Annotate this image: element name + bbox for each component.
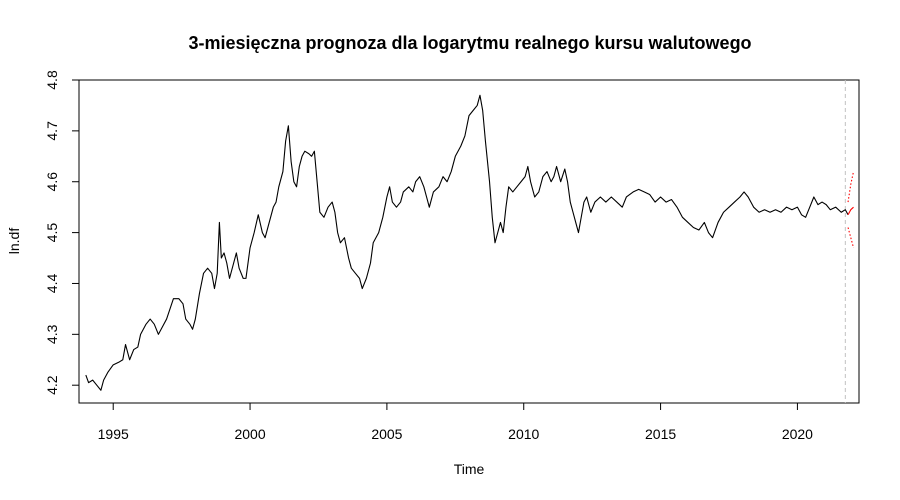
series-line-2	[847, 171, 855, 203]
series-line-1	[847, 206, 854, 216]
y-tick-label: 4.4	[44, 274, 60, 294]
y-tick-label: 4.3	[44, 324, 60, 344]
x-tick-label: 2010	[508, 426, 539, 442]
x-axis-label: Time	[454, 461, 485, 477]
y-axis: 4.2 4.3 4.4 4.5 4.6 4.7 4.8	[44, 70, 79, 395]
x-tick-label: 2000	[234, 426, 265, 442]
x-axis: 1995 2000 2005 2010 2015 2020	[98, 403, 813, 442]
series-layer	[85, 80, 855, 403]
plot-frame	[78, 79, 860, 404]
x-tick-label: 2020	[782, 426, 813, 442]
x-tick-label: 2005	[371, 426, 402, 442]
y-tick-label: 4.5	[44, 223, 60, 243]
series-line-3	[847, 227, 855, 249]
y-tick-label: 4.6	[44, 172, 60, 192]
y-axis-label: ln.df	[6, 228, 22, 255]
series-line-0	[85, 94, 849, 391]
chart-title: 3-miesięczna prognoza dla logarytmu real…	[188, 33, 751, 53]
y-tick-label: 4.7	[44, 121, 60, 141]
y-tick-label: 4.2	[44, 375, 60, 395]
y-tick-label: 4.8	[44, 70, 60, 90]
x-tick-label: 2015	[645, 426, 676, 442]
x-tick-label: 1995	[98, 426, 129, 442]
